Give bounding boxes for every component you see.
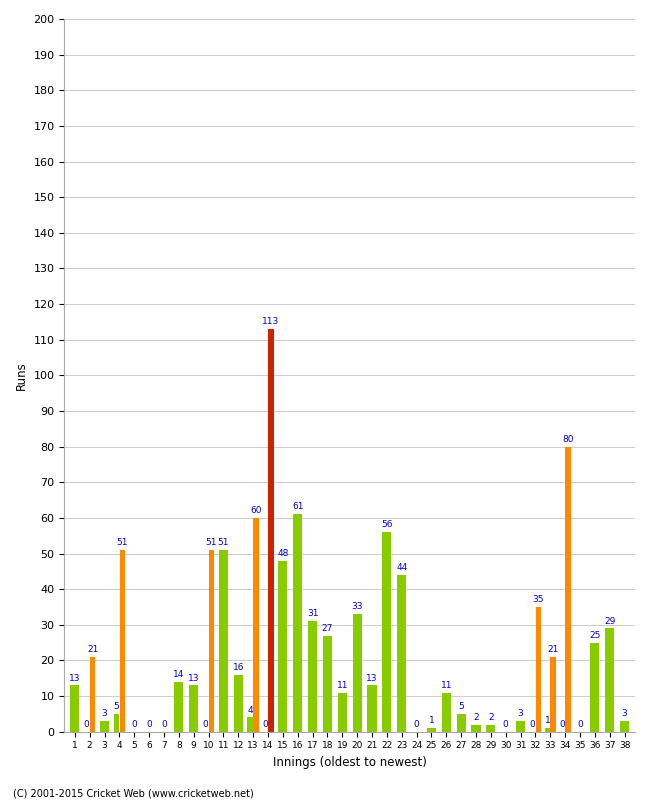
Text: 13: 13 — [188, 674, 200, 682]
Bar — [278, 561, 287, 732]
Text: 61: 61 — [292, 502, 304, 511]
Bar — [620, 721, 629, 732]
Text: 0: 0 — [530, 720, 536, 729]
Bar — [189, 686, 198, 732]
Text: 1: 1 — [428, 716, 434, 726]
Bar — [457, 714, 465, 732]
Bar — [234, 674, 242, 732]
Text: 44: 44 — [396, 563, 408, 572]
Bar — [247, 718, 253, 732]
Bar — [268, 329, 274, 732]
Bar — [486, 725, 495, 732]
Text: 3: 3 — [517, 709, 523, 718]
Bar — [566, 446, 571, 732]
Bar — [70, 686, 79, 732]
Bar — [536, 607, 541, 732]
Bar — [254, 518, 259, 732]
Text: 80: 80 — [562, 434, 574, 444]
Text: 3: 3 — [621, 709, 627, 718]
Bar — [219, 550, 228, 732]
Text: 60: 60 — [250, 506, 262, 515]
Text: 51: 51 — [116, 538, 128, 547]
Bar — [323, 635, 332, 732]
Text: 2: 2 — [488, 713, 494, 722]
Bar — [367, 686, 376, 732]
Text: 56: 56 — [381, 520, 393, 530]
Text: 11: 11 — [337, 681, 348, 690]
Text: 27: 27 — [322, 624, 333, 633]
Text: 0: 0 — [262, 720, 268, 729]
Text: 0: 0 — [203, 720, 209, 729]
Text: 0: 0 — [161, 720, 167, 729]
Bar — [397, 575, 406, 732]
Text: 5: 5 — [114, 702, 120, 711]
Bar — [442, 693, 451, 732]
Bar — [100, 721, 109, 732]
Text: 16: 16 — [233, 663, 244, 672]
Text: 113: 113 — [263, 317, 280, 326]
Bar — [308, 622, 317, 732]
Text: 5: 5 — [458, 702, 464, 711]
Bar — [174, 682, 183, 732]
Text: 25: 25 — [589, 630, 601, 640]
Bar — [516, 721, 525, 732]
Text: 33: 33 — [352, 602, 363, 611]
Bar — [90, 657, 96, 732]
Bar — [382, 532, 391, 732]
Bar — [114, 714, 119, 732]
Text: 1: 1 — [545, 716, 550, 726]
Text: 14: 14 — [173, 670, 185, 679]
X-axis label: Innings (oldest to newest): Innings (oldest to newest) — [273, 756, 426, 769]
Bar — [352, 614, 361, 732]
Text: 51: 51 — [206, 538, 217, 547]
Text: 31: 31 — [307, 610, 318, 618]
Text: 48: 48 — [277, 549, 289, 558]
Bar — [551, 657, 556, 732]
Text: 0: 0 — [413, 720, 419, 729]
Text: 0: 0 — [146, 720, 152, 729]
Text: 35: 35 — [532, 595, 544, 604]
Text: 0: 0 — [84, 720, 90, 729]
Bar — [471, 725, 480, 732]
Y-axis label: Runs: Runs — [15, 361, 28, 390]
Bar — [209, 550, 214, 732]
Text: 29: 29 — [604, 617, 616, 626]
Text: 0: 0 — [131, 720, 137, 729]
Bar — [338, 693, 347, 732]
Bar — [605, 628, 614, 732]
Text: 51: 51 — [218, 538, 229, 547]
Text: 0: 0 — [577, 720, 583, 729]
Text: 0: 0 — [559, 720, 565, 729]
Text: 11: 11 — [441, 681, 452, 690]
Bar — [293, 514, 302, 732]
Text: 3: 3 — [101, 709, 107, 718]
Text: 0: 0 — [503, 720, 508, 729]
Text: 13: 13 — [366, 674, 378, 682]
Bar — [590, 642, 599, 732]
Text: 21: 21 — [87, 645, 98, 654]
Bar — [545, 728, 550, 732]
Text: 13: 13 — [69, 674, 81, 682]
Text: 2: 2 — [473, 713, 479, 722]
Text: 4: 4 — [248, 706, 253, 714]
Text: (C) 2001-2015 Cricket Web (www.cricketweb.net): (C) 2001-2015 Cricket Web (www.cricketwe… — [13, 788, 254, 798]
Bar — [427, 728, 436, 732]
Bar — [120, 550, 125, 732]
Text: 21: 21 — [547, 645, 559, 654]
